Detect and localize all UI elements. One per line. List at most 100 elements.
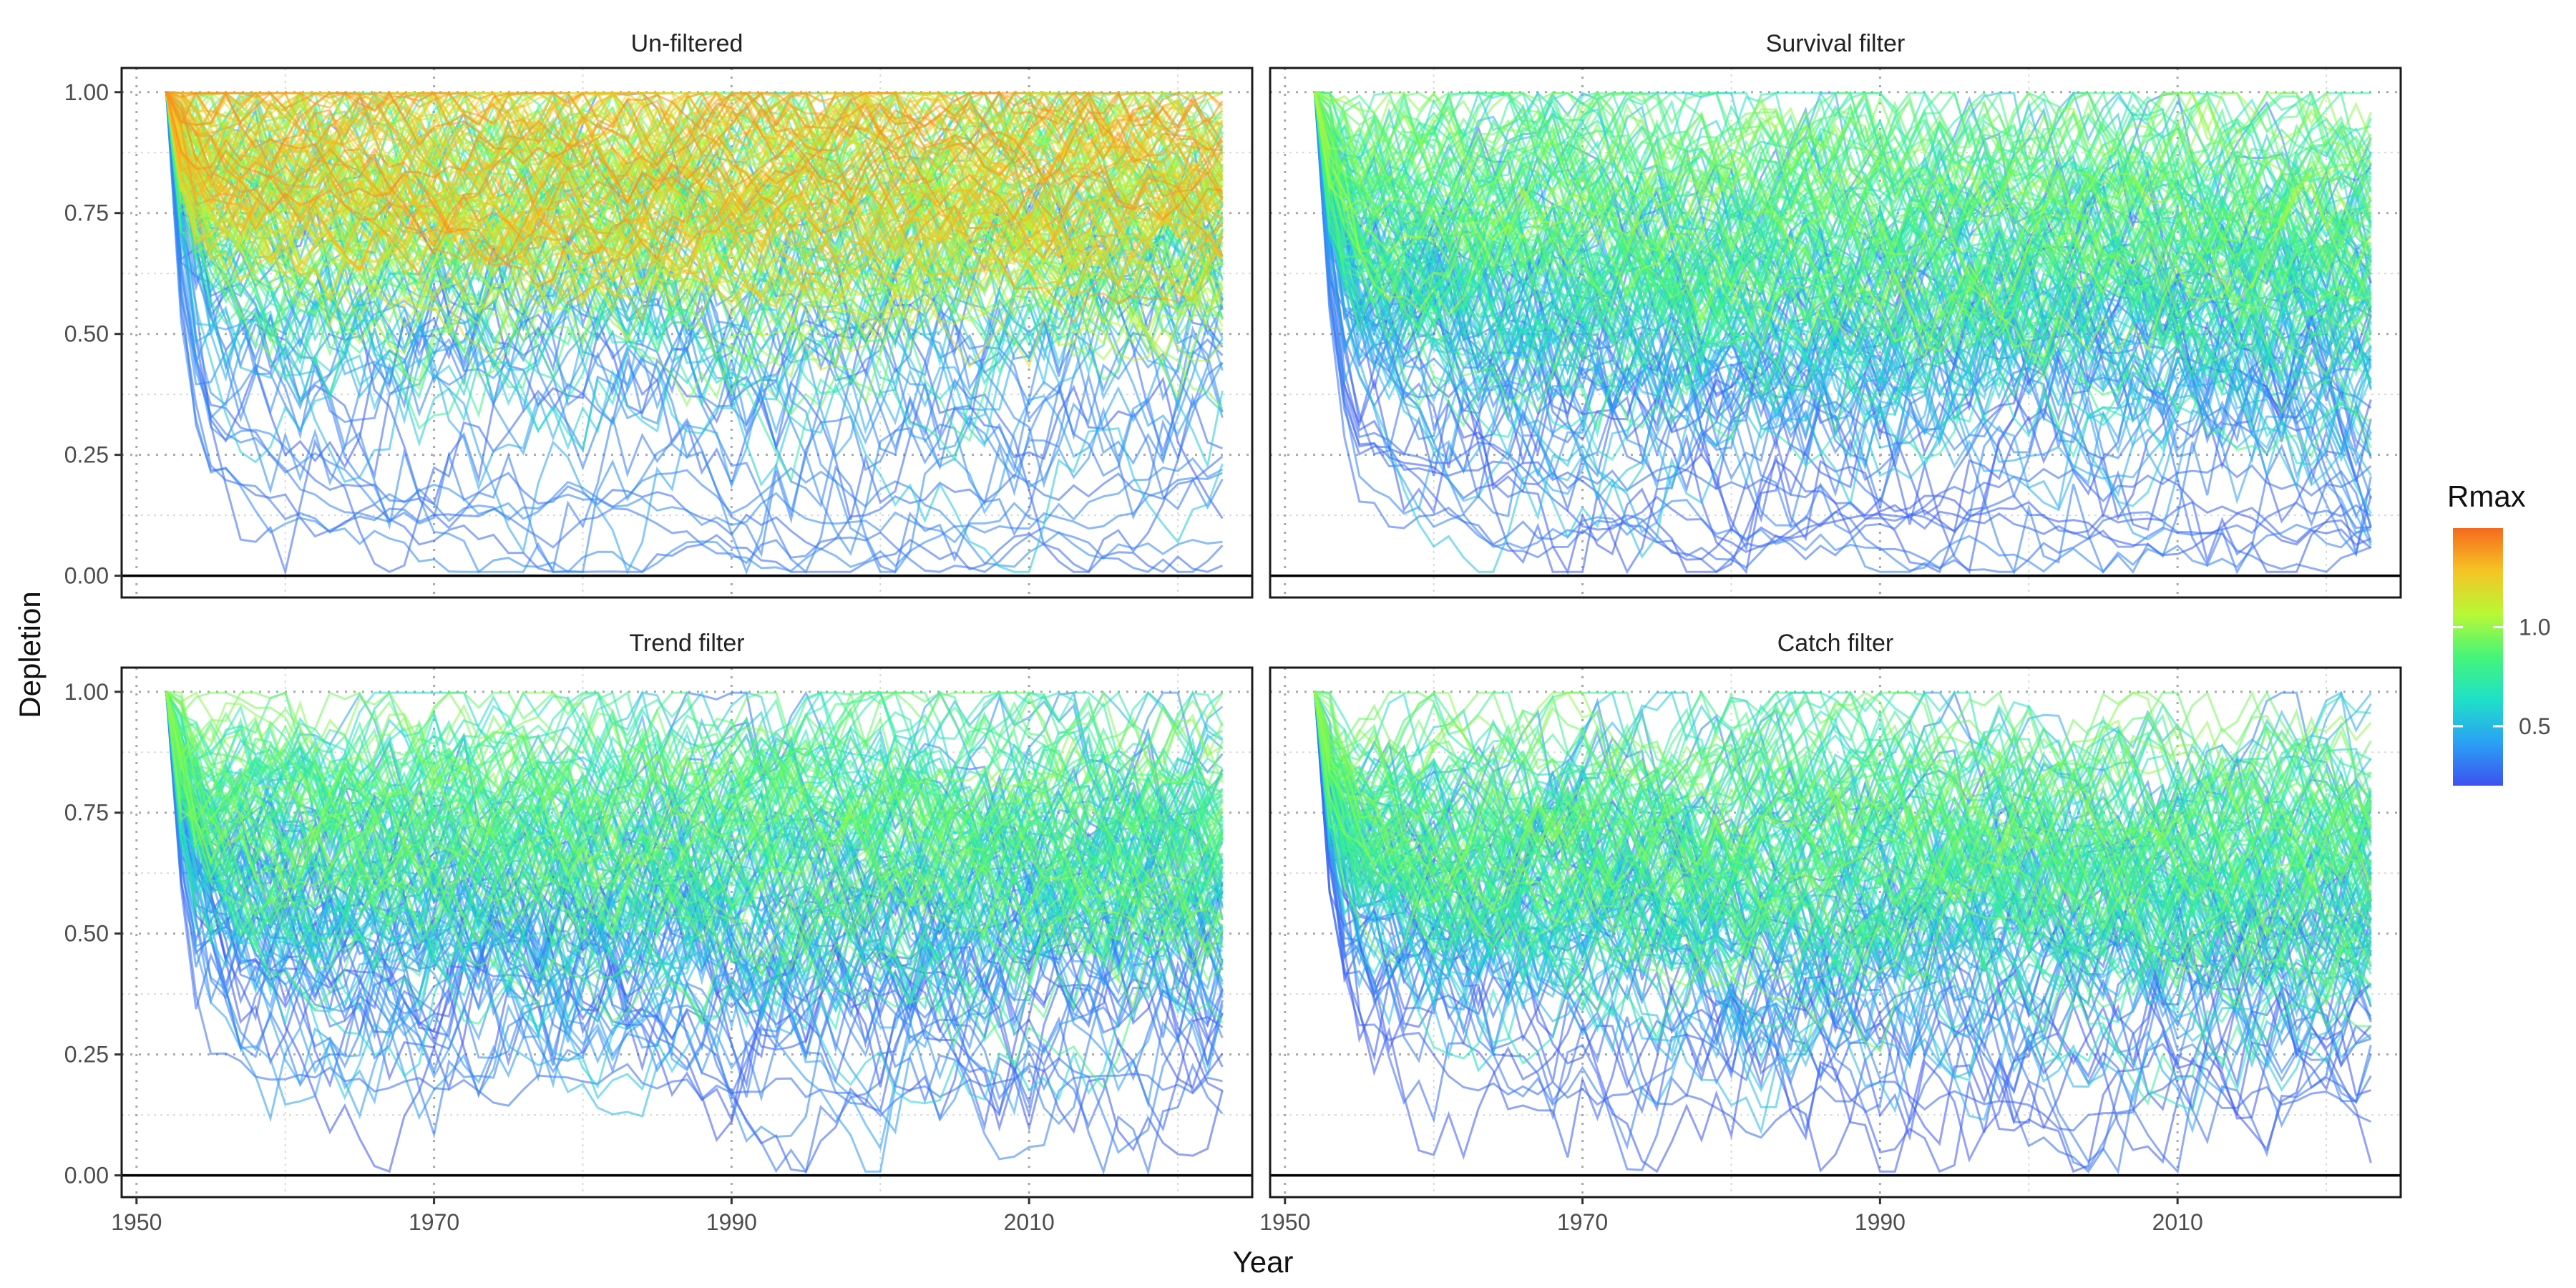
legend-tick-label: 1.0 [2519,614,2550,640]
trajectory-line [1314,92,2372,318]
trajectory-line [165,92,1224,573]
x-axis-title: Year [1233,1245,1294,1279]
trajectory-line [165,92,1224,575]
trajectory-line [165,91,1224,355]
trajectory-line [165,92,1224,544]
trajectory-line [165,691,1224,939]
trajectory-line [1313,92,2372,358]
trajectory-line [1313,92,2372,317]
trajectory-line [1313,92,2372,452]
trajectory-line [1313,90,2372,252]
trajectory-line [165,691,1224,987]
y-tick-label: 0.00 [64,563,109,589]
trajectory-line [165,92,1223,264]
trajectory-line [165,691,1224,1023]
trajectory-line [165,691,1224,982]
trajectory-line [1313,691,2372,1112]
legend-tick-label: 0.5 [2519,713,2550,739]
trajectory-line [1313,92,2372,273]
y-tick-label: 0.00 [64,1163,109,1189]
facet-panel-survival-filter: Survival filter [1269,30,2402,599]
trajectory-line [165,92,1224,551]
trajectory-line [165,691,1224,865]
facet-title: Trend filter [629,630,744,657]
trajectory-line [165,91,1224,288]
trajectory-line [165,92,1224,573]
trajectory-line [165,91,1224,251]
trajectory-line [1313,691,2371,938]
trajectory-lines [1313,690,2372,1175]
trajectory-line [165,689,1224,846]
trajectory-line [1313,92,2371,574]
trajectory-line [165,92,1224,325]
trajectory-line [165,691,1224,984]
trajectory-line [1313,691,2372,1068]
trajectory-line [1314,92,2371,358]
trajectory-line [166,691,1224,864]
trajectory-line [165,691,1224,959]
trajectory-line [1313,92,2372,346]
facet-panel-trend-filter: Trend filter 0.00 0.25 0.50 0.75 1.00 1950 197… [64,630,1254,1235]
trajectory-line [165,91,1224,151]
facet-title: Catch filter [1777,630,1894,657]
y-tick-label: 0.50 [64,921,109,947]
trajectory-line [1313,92,2372,381]
trajectory-line [165,691,1224,945]
trajectory-line [165,691,1224,1090]
trajectory-line [165,92,1223,248]
x-tick-label: 1990 [1855,1209,1906,1235]
trajectory-line [1313,691,2372,821]
trajectory-line [1313,691,2372,905]
trajectory-line [1313,691,2372,898]
trajectory-line [165,92,1223,323]
trajectory-line [165,691,1224,922]
trajectory-line [1313,92,2372,575]
y-tick-label: 1.00 [64,79,109,105]
trajectory-line [1313,691,2372,1175]
facet-title: Un-filtered [631,30,743,57]
y-tick-label: 0.75 [64,800,109,826]
trajectory-line [165,91,1224,200]
trajectory-line [1313,691,2372,1053]
trajectory-line [1313,92,2372,244]
trajectory-line [165,691,1224,945]
legend-colorbar [2453,528,2503,786]
x-tick-label: 1950 [1259,1209,1310,1235]
trajectory-line [1313,92,2372,332]
trajectory-line [165,92,1223,288]
y-tick-label: 0.25 [64,1042,109,1068]
trajectory-line [1313,691,2372,985]
trajectory-line [1314,91,2372,278]
trajectory-line [1313,691,2372,1139]
trajectory-line [165,691,1224,869]
rmax-color-legend: Rmax 0.5 1.0 [2447,479,2550,786]
trajectory-line [1313,92,2371,298]
facet-title: Survival filter [1766,30,1906,57]
y-tick-label: 0.50 [64,321,109,347]
trajectory-line [165,92,1224,273]
trajectory-line [1313,92,2371,361]
x-tick-label: 1970 [409,1209,459,1235]
panel-border [120,666,1254,1199]
trajectory-line [165,90,1224,243]
y-tick-label: 0.25 [64,442,109,468]
trajectory-line [1313,92,2372,360]
trajectory-line [1313,691,2372,977]
trajectory-line [1313,690,2372,879]
trajectory-line [1313,92,2372,350]
trajectory-line [1313,691,2372,901]
trajectory-line [165,92,1224,519]
trajectory-line [1314,90,2372,263]
trajectory-line [165,92,1224,573]
trajectory-line [1313,92,2371,574]
trajectory-line [165,691,1224,946]
trajectory-line [165,691,1224,1129]
trajectory-line [1313,92,2372,459]
trajectory-line [1313,691,2372,957]
trajectory-line [165,691,1224,964]
x-tick-label: 1990 [706,1209,757,1235]
trajectory-line [165,691,1224,980]
trajectory-line [165,92,1223,574]
trajectory-line [165,691,1224,1025]
